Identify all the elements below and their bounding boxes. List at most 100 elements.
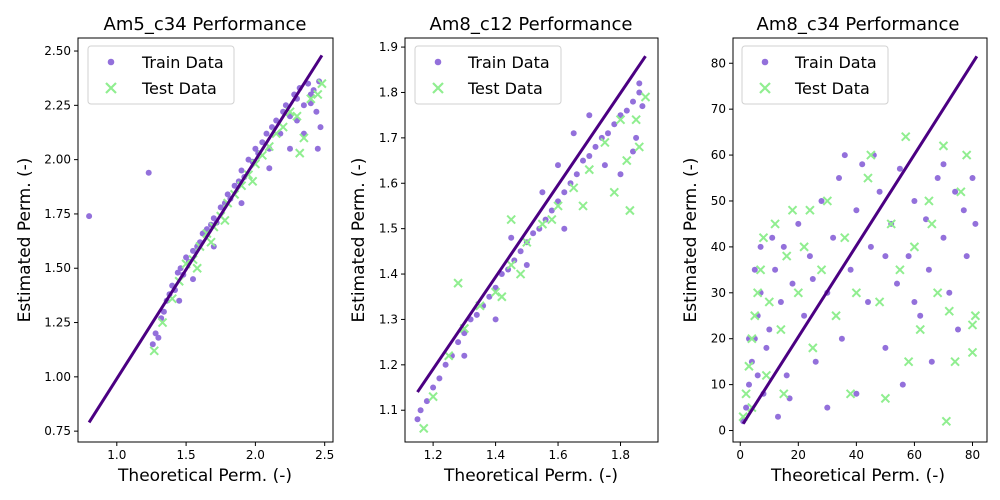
train-point: [492, 284, 499, 291]
train-point: [955, 326, 961, 333]
train-point: [972, 220, 979, 227]
train-point: [789, 280, 796, 287]
test-point: [515, 269, 526, 279]
train-point: [775, 413, 781, 420]
train-point: [838, 335, 845, 342]
y-tick-label: 40: [711, 240, 726, 254]
legend-test-marker: [759, 82, 771, 94]
train-point: [911, 299, 918, 305]
test-point: [741, 389, 751, 399]
train-point: [580, 157, 586, 164]
train-point: [86, 213, 93, 220]
test-point: [428, 391, 438, 402]
test-point: [752, 288, 763, 298]
train-point: [809, 276, 816, 282]
test-point: [755, 265, 766, 275]
legend: Train Data Test Data: [414, 45, 562, 105]
train-point: [266, 165, 273, 172]
train-point: [505, 266, 512, 273]
test-point: [776, 324, 786, 335]
train-point: [772, 266, 779, 273]
train-point: [313, 108, 320, 115]
test-point: [506, 214, 516, 225]
test-point: [961, 150, 972, 160]
test-point: [967, 320, 978, 330]
fit-line: [416, 55, 647, 393]
x-tick-label: 1.4: [486, 448, 505, 462]
test-point: [578, 201, 588, 211]
test-point: [770, 219, 780, 229]
chart-title: Am8_c12 Performance: [430, 14, 633, 35]
test-point: [764, 297, 774, 307]
train-point: [155, 334, 162, 341]
train-point: [859, 161, 866, 168]
train-point: [894, 280, 900, 287]
y-tick-label: 1.50: [44, 261, 71, 275]
legend-train-label: Train Data: [467, 53, 550, 72]
y-tick-label: 50: [711, 194, 726, 208]
test-point: [206, 237, 216, 247]
x-axis-label: Theoretical Perm. (-): [117, 466, 292, 486]
train-point: [847, 266, 854, 273]
test-point: [744, 361, 754, 371]
legend-test-label: Test Data: [794, 79, 870, 98]
train-point: [617, 112, 624, 119]
y-tick-label: 80: [711, 56, 726, 70]
y-tick-label: 1.4: [379, 267, 398, 281]
train-point: [263, 130, 270, 137]
y-tick-label: 1.25: [44, 316, 71, 330]
x-tick-label: 80: [965, 448, 980, 462]
test-point: [600, 137, 610, 148]
test-point: [553, 201, 563, 211]
test-point: [631, 115, 641, 125]
train-point: [190, 247, 196, 254]
train-point: [423, 398, 430, 405]
test-point: [938, 141, 949, 151]
chart-title: Am5_c34 Performance: [104, 14, 307, 35]
test-point: [537, 219, 548, 229]
train-point: [300, 102, 307, 109]
x-tick-label: 40: [849, 448, 864, 462]
y-tick-label: 2.00: [44, 153, 71, 167]
train-point: [473, 311, 480, 318]
test-point: [787, 205, 798, 215]
train-point: [882, 253, 889, 260]
train-point: [149, 341, 156, 348]
train-point: [238, 200, 245, 207]
test-point: [779, 389, 789, 399]
test-point: [220, 215, 230, 226]
train-point: [934, 175, 941, 181]
test-point: [761, 370, 772, 381]
legend-test-label: Test Data: [141, 79, 217, 98]
y-tick-label: 2.50: [44, 44, 71, 58]
x-tick-label: 1.0: [107, 448, 126, 462]
x-tick-label: 1.2: [424, 448, 443, 462]
test-point: [895, 265, 905, 275]
legend: Train Data Test Data: [87, 45, 235, 105]
test-point: [799, 242, 809, 252]
train-point: [152, 330, 159, 337]
train-point: [269, 124, 275, 131]
x-tick-label: 60: [907, 448, 922, 462]
train-point: [190, 276, 196, 283]
legend-box: [87, 45, 235, 105]
train-point: [314, 145, 321, 152]
y-axis-label: Estimated Perm. (-): [349, 158, 369, 323]
train-point: [777, 299, 784, 305]
train-point: [492, 316, 499, 323]
test-point: [845, 389, 856, 399]
test-point: [490, 287, 501, 297]
test-point: [299, 133, 309, 143]
train-point: [287, 145, 293, 152]
train-point: [630, 148, 636, 155]
train-point: [882, 344, 889, 351]
train-point: [586, 153, 593, 159]
y-tick-label: 2.25: [44, 98, 71, 112]
test-point: [640, 92, 651, 102]
train-point: [174, 269, 181, 276]
train-point: [217, 204, 224, 211]
test-point: [805, 205, 815, 215]
panel-am5-c34: Am5_c34 Performance 1.0 1.5 2.0 2.5 0.75 1.00…: [15, 14, 334, 486]
y-tick-label: 70: [711, 102, 726, 116]
test-point: [634, 142, 644, 152]
